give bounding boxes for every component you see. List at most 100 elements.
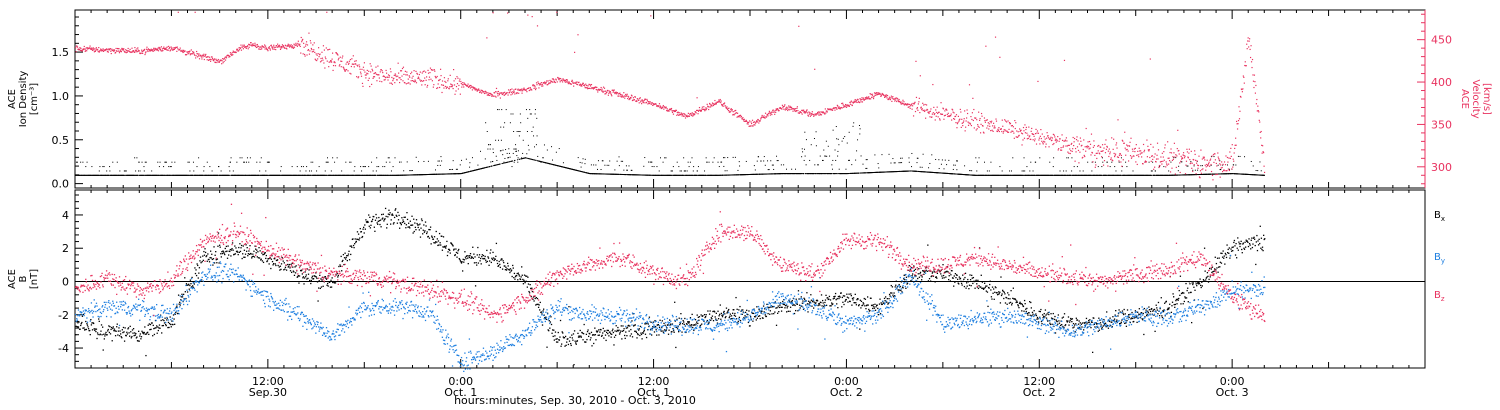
velocity-point (243, 44, 245, 46)
density-point (659, 174, 661, 176)
density-point (546, 149, 548, 151)
density-point (805, 173, 807, 175)
density-point (1120, 174, 1122, 176)
velocity-point (321, 57, 324, 59)
velocity-point (343, 68, 345, 70)
velocity-point (401, 67, 404, 70)
density-point (1232, 173, 1234, 175)
density-point (990, 161, 992, 163)
density-point (911, 166, 913, 168)
density-point (922, 153, 924, 155)
density-point (440, 173, 442, 175)
density-point (976, 174, 978, 176)
density-point (828, 173, 830, 175)
density-point (892, 171, 894, 173)
velocity-point (556, 81, 558, 83)
density-point (203, 166, 205, 168)
density-point (697, 166, 699, 168)
density-point (387, 157, 389, 159)
density-point (607, 173, 609, 175)
velocity-point (263, 46, 265, 48)
velocity-point (447, 80, 449, 82)
density-point (503, 162, 505, 164)
density-point (672, 166, 674, 168)
velocity-point (348, 60, 351, 62)
density-point (438, 160, 440, 162)
velocity-point (419, 79, 421, 81)
density-point (534, 146, 535, 148)
density-point (495, 155, 497, 157)
density-point (908, 170, 910, 172)
density-point (1219, 169, 1221, 171)
velocity-point (201, 58, 203, 60)
density-point (630, 174, 632, 176)
density-point (692, 174, 694, 176)
density-point (1228, 168, 1230, 170)
density-point (209, 166, 211, 168)
velocity-point (538, 84, 541, 86)
density-point (491, 165, 493, 167)
density-point (423, 160, 425, 162)
density-point (963, 174, 965, 176)
density-point (890, 171, 892, 173)
density-point (267, 174, 269, 176)
density-point (76, 174, 78, 176)
density-point (1011, 170, 1012, 172)
density-point (822, 159, 823, 161)
density-point (919, 166, 921, 168)
velocity-point (367, 73, 369, 75)
velocity-point (491, 94, 493, 96)
density-point (703, 174, 705, 176)
velocity-point (357, 77, 359, 79)
density-point (241, 157, 243, 159)
velocity-point (355, 63, 357, 65)
velocity-point (222, 58, 224, 60)
density-point (1111, 161, 1113, 163)
density-point (1206, 173, 1208, 175)
density-point (139, 170, 141, 172)
velocity-point (171, 47, 173, 49)
velocity-point (391, 76, 393, 79)
velocity-point (161, 50, 163, 52)
velocity-point (145, 51, 147, 53)
velocity-point (360, 75, 363, 77)
density-point (579, 170, 581, 172)
density-point (600, 173, 602, 175)
velocity-point (452, 84, 454, 86)
y-axis-label-line: [cm⁻³] (29, 83, 40, 115)
velocity-point (283, 46, 285, 48)
velocity-point (360, 73, 362, 75)
velocity-point (338, 57, 340, 59)
velocity-point (318, 56, 320, 58)
density-point (786, 168, 787, 170)
density-point (394, 157, 396, 159)
velocity-point (564, 81, 566, 83)
velocity-point (480, 92, 483, 94)
density-point (727, 157, 729, 159)
density-point (562, 166, 564, 168)
density-point (810, 144, 812, 146)
density-point (477, 169, 479, 171)
y-axis-label-line: ACE (7, 89, 18, 109)
density-point (1059, 170, 1061, 172)
density-point (449, 169, 451, 171)
velocity-point (491, 95, 493, 97)
velocity-point (121, 47, 123, 50)
velocity-point (408, 82, 410, 84)
velocity-point (477, 89, 479, 91)
density-point (265, 170, 267, 172)
velocity-point (117, 50, 120, 52)
velocity-point (408, 75, 410, 77)
density-point (580, 170, 582, 172)
velocity-point (468, 85, 471, 87)
velocity-point (100, 49, 102, 51)
velocity-point (523, 87, 525, 89)
density-point (134, 157, 136, 159)
density-point (522, 152, 524, 154)
velocity-point (113, 50, 115, 52)
velocity-point (457, 88, 460, 90)
density-point (865, 167, 867, 169)
density-point (1155, 170, 1156, 172)
velocity-point (216, 61, 218, 64)
density-point (82, 161, 84, 163)
